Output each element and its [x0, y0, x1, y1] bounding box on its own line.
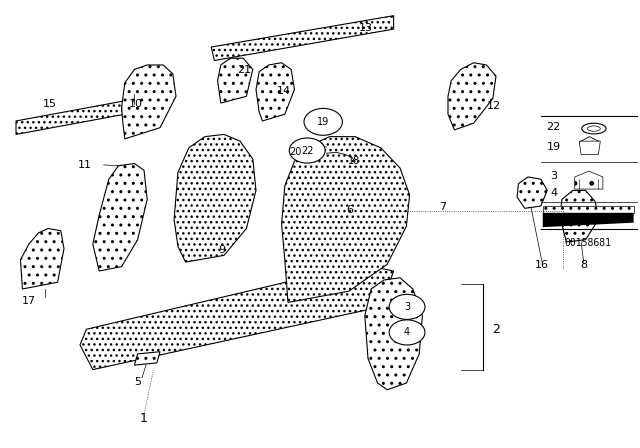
Polygon shape [93, 164, 147, 271]
Text: 17: 17 [22, 296, 36, 306]
Text: 18: 18 [348, 156, 360, 166]
Text: 2: 2 [492, 323, 500, 336]
Polygon shape [20, 228, 64, 289]
Text: 3: 3 [550, 171, 557, 181]
Text: 13: 13 [359, 23, 373, 33]
Text: 10: 10 [129, 99, 143, 109]
Text: 16: 16 [535, 260, 549, 270]
Text: 19: 19 [317, 117, 330, 127]
Text: 21: 21 [237, 65, 252, 75]
Polygon shape [543, 213, 634, 227]
Text: 5: 5 [134, 377, 141, 387]
Text: 4: 4 [404, 327, 410, 337]
Polygon shape [282, 137, 410, 302]
Text: 9: 9 [218, 245, 226, 254]
Text: 20: 20 [289, 147, 302, 157]
Text: 15: 15 [43, 99, 57, 109]
Polygon shape [543, 206, 634, 213]
Polygon shape [560, 190, 598, 242]
Text: 11: 11 [78, 160, 92, 170]
Polygon shape [16, 101, 125, 134]
Polygon shape [517, 177, 547, 208]
Polygon shape [218, 58, 253, 103]
Text: 3: 3 [404, 302, 410, 312]
Polygon shape [365, 278, 422, 390]
Ellipse shape [588, 126, 600, 131]
Text: 19: 19 [547, 142, 561, 152]
Polygon shape [256, 63, 294, 121]
Text: 7: 7 [439, 202, 447, 212]
Polygon shape [174, 134, 256, 262]
Text: 14: 14 [276, 86, 291, 96]
Polygon shape [211, 16, 394, 60]
Text: 00158681: 00158681 [564, 238, 611, 248]
Text: 4: 4 [550, 188, 557, 198]
Ellipse shape [582, 123, 606, 134]
Polygon shape [575, 171, 603, 189]
Circle shape [389, 320, 425, 345]
Circle shape [304, 108, 342, 135]
Text: 22: 22 [301, 146, 314, 155]
Text: 8: 8 [580, 260, 588, 270]
Polygon shape [80, 264, 394, 370]
Text: 1: 1 [140, 412, 148, 426]
Circle shape [389, 294, 425, 319]
Polygon shape [448, 63, 496, 130]
Text: 12: 12 [487, 101, 501, 111]
Polygon shape [134, 352, 160, 365]
Text: 22: 22 [547, 122, 561, 132]
Text: 6: 6 [346, 205, 353, 215]
Polygon shape [579, 141, 600, 155]
Circle shape [289, 138, 325, 163]
Polygon shape [122, 65, 176, 139]
